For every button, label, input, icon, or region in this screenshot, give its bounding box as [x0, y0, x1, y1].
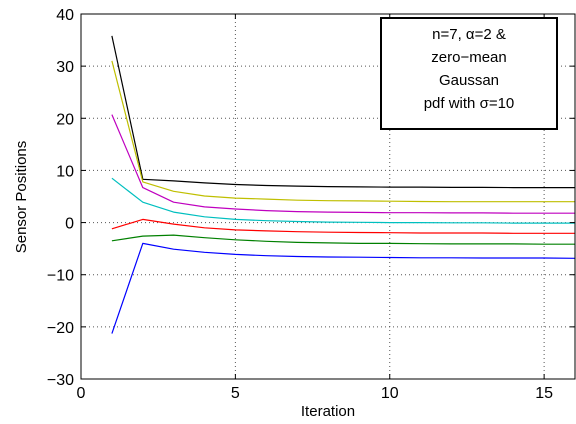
annotation-line-1: n=7, α=2 & [432, 26, 506, 43]
y-tick-label: 40 [56, 7, 74, 24]
y-tick-label: 10 [56, 163, 74, 180]
series-line-2 [111, 60, 575, 203]
annotation-line-4: pdf with σ=10 [424, 95, 515, 112]
y-tick-label: −10 [47, 268, 74, 285]
x-tick-label: 10 [381, 385, 399, 402]
y-axis-label: Sensor Positions [13, 141, 30, 254]
series-line-6 [111, 234, 575, 245]
series-line-1 [111, 35, 575, 189]
y-tick-label: 0 [65, 216, 74, 233]
data-series [111, 35, 576, 334]
plot-frame [80, 13, 576, 380]
x-tick-label: 15 [535, 385, 553, 402]
x-tick-label: 0 [77, 385, 86, 402]
annotation-line-3: Gaussan [439, 72, 499, 89]
y-tick-label: 30 [56, 59, 74, 76]
annotation-line-2: zero−mean [431, 49, 506, 66]
y-tick-label: −20 [47, 320, 74, 337]
x-tick-label: 5 [231, 385, 240, 402]
series-line-3 [111, 114, 575, 214]
y-tick-label: −30 [47, 372, 74, 389]
series-line-5 [111, 218, 575, 234]
annotation-box: n=7, α=2 & zero−mean Gaussan pdf with σ=… [380, 17, 558, 130]
series-line-7 [111, 242, 576, 334]
ticks: 0 5 10 15 −30 −20 −10 0 10 20 30 40 [47, 7, 575, 402]
series-line-4 [111, 177, 575, 224]
x-axis-label: Iteration [301, 403, 355, 420]
y-tick-label: 20 [56, 111, 74, 128]
